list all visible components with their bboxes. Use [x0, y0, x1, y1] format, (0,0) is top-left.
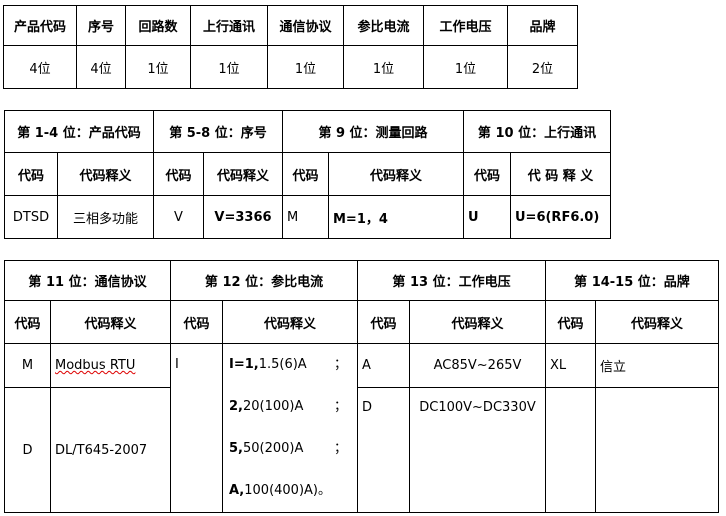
current-option: 5,50(200)A；	[229, 441, 347, 456]
empty-cell	[595, 387, 719, 513]
header-cell: 回路数	[125, 5, 191, 46]
group-header: 第 12 位：参比电流	[170, 260, 358, 301]
sub-header: 代码	[282, 152, 329, 196]
code-cell: DTSD	[4, 195, 58, 239]
header-cell: 品牌	[507, 5, 578, 46]
value-cell: 1位	[343, 45, 424, 89]
code-cell: XL	[545, 342, 596, 389]
value-cell: 2位	[507, 45, 578, 89]
sub-header: 代码释义	[50, 300, 171, 344]
sub-header: 代码	[463, 152, 511, 196]
sub-header: 代码	[4, 152, 58, 196]
desc-cell: DC100V~DC330V	[409, 387, 546, 513]
value-cell: 4位	[76, 45, 126, 89]
group-header: 第 13 位：工作电压	[357, 260, 546, 301]
code-table-1-10: 第 1-4 位：产品代码 第 5-8 位：序号 第 9 位：测量回路 第 10 …	[4, 110, 611, 239]
sub-header: 代码	[153, 152, 204, 196]
desc-cell: U=6(RF6.0)	[510, 195, 611, 239]
sub-header: 代码释义	[203, 152, 283, 196]
sub-header: 代码	[170, 300, 223, 344]
value-cell: 1位	[125, 45, 191, 89]
value-cell: 1位	[190, 45, 268, 89]
desc-cell: 三相多功能	[57, 195, 154, 239]
group-header: 第 1-4 位：产品代码	[4, 110, 154, 153]
header-cell: 产品代码	[3, 5, 77, 46]
desc-cell: M=1，4	[328, 195, 464, 239]
header-cell: 上行通讯	[190, 5, 268, 46]
group-header: 第 9 位：测量回路	[282, 110, 464, 153]
code-cell: D	[4, 387, 51, 513]
code-cell: M	[4, 342, 51, 389]
group-header: 第 11 位：通信协议	[4, 260, 171, 301]
desc-cell: AC85V~265V	[409, 342, 546, 389]
value-cell: 1位	[423, 45, 508, 89]
header-cell: 工作电压	[423, 5, 508, 46]
group-header: 第 10 位：上行通讯	[463, 110, 611, 153]
code-cell: M	[282, 195, 329, 239]
sub-header: 代码释义	[57, 152, 154, 196]
desc-cell: 信立	[595, 342, 719, 389]
sub-header: 代码	[545, 300, 596, 344]
code-cell: U	[463, 195, 511, 239]
current-option: 2,20(100)A；	[229, 399, 347, 414]
sub-header: 代 码 释 义	[510, 152, 611, 196]
desc-cell: Modbus RTU	[50, 342, 171, 389]
code-table-11-15: 第 11 位：通信协议 第 12 位：参比电流 第 13 位：工作电压 第 14…	[4, 260, 719, 513]
spellcheck-text: Modbus RTU	[55, 358, 136, 374]
code-cell: A	[357, 342, 410, 389]
code-cell: I	[170, 343, 223, 513]
sub-header: 代码释义	[595, 300, 719, 344]
sub-header: 代码释义	[409, 300, 546, 344]
code-length-table: 产品代码 序号 回路数 上行通讯 通信协议 参比电流 工作电压 品牌 4位 4位…	[3, 5, 578, 89]
sub-header: 代码	[4, 300, 51, 344]
sub-header: 代码	[357, 300, 410, 344]
header-cell: 参比电流	[343, 5, 424, 46]
empty-cell	[545, 387, 596, 513]
header-cell: 序号	[76, 5, 126, 46]
desc-cell: V=3366	[203, 195, 283, 239]
value-cell: 1位	[267, 45, 344, 89]
header-cell: 通信协议	[267, 5, 344, 46]
group-header: 第 5-8 位：序号	[153, 110, 283, 153]
code-cell: V	[153, 195, 204, 239]
current-option: I=1,1.5(6)A；	[229, 357, 347, 372]
current-desc-cell: I=1,1.5(6)A； 2,20(100)A； 5,50(200)A； A,1…	[222, 343, 358, 513]
current-option: A,100(400)A)。	[229, 483, 331, 498]
value-cell: 4位	[3, 45, 77, 89]
sub-header: 代码释义	[222, 300, 358, 344]
code-cell: D	[357, 387, 410, 513]
sub-header: 代码释义	[328, 152, 464, 196]
group-header: 第 14-15 位：品牌	[545, 260, 719, 301]
desc-cell: DL/T645-2007	[50, 387, 171, 513]
